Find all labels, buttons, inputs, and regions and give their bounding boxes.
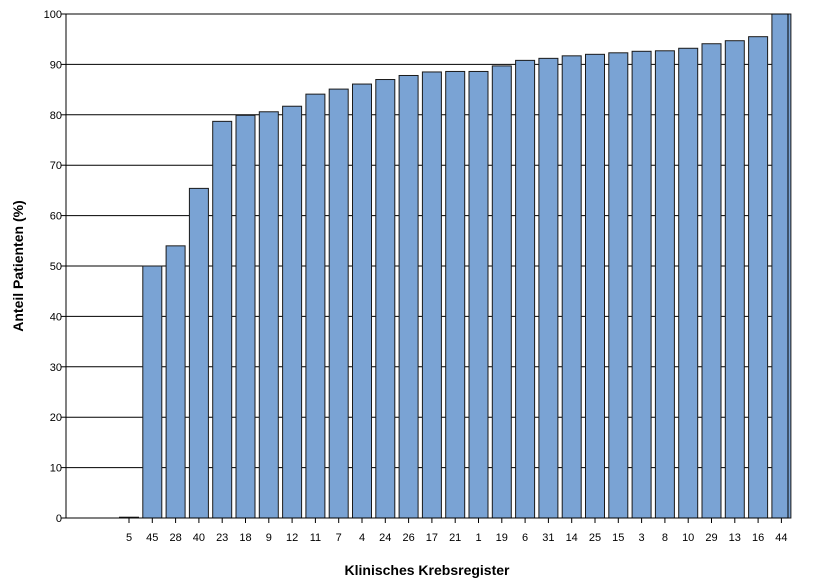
bar-4 xyxy=(352,83,372,519)
x-tick-label: 19 xyxy=(496,532,508,544)
bar-11 xyxy=(305,93,326,519)
y-tick-label: 30 xyxy=(50,362,62,374)
x-tick-label: 31 xyxy=(542,532,554,544)
x-tick-label: 10 xyxy=(682,532,694,544)
x-tick-label: 44 xyxy=(775,532,787,544)
x-tick-label: 14 xyxy=(566,532,578,544)
bar-18 xyxy=(235,114,256,519)
x-tick-label: 40 xyxy=(193,532,205,544)
y-tick-labels: 0 10 20 30 40 50 60 70 80 90 100 xyxy=(44,9,66,525)
bar-14 xyxy=(561,55,582,519)
bar-12 xyxy=(282,105,303,519)
bar-6 xyxy=(515,59,536,519)
x-tick-label: 18 xyxy=(239,532,251,544)
bar-10 xyxy=(678,47,699,519)
x-tick-label: 25 xyxy=(589,532,601,544)
bar-21 xyxy=(445,70,466,519)
bar-15 xyxy=(608,52,629,519)
bar-25 xyxy=(585,53,605,519)
y-tick-label: 70 xyxy=(50,160,62,172)
bar-40 xyxy=(188,187,209,519)
x-tick-label: 8 xyxy=(662,532,668,544)
y-tick-label: 50 xyxy=(50,261,62,273)
plot-frame xyxy=(65,13,789,519)
bar-3 xyxy=(631,50,652,519)
bar-13 xyxy=(724,40,745,519)
x-tick-label: 26 xyxy=(402,532,414,544)
x-tick-label: 5 xyxy=(126,532,132,544)
bar-1 xyxy=(468,70,489,519)
bars xyxy=(119,13,792,519)
y-tick-label: 10 xyxy=(50,463,62,475)
bar-26 xyxy=(398,74,419,519)
x-tick-label: 28 xyxy=(169,532,181,544)
y-axis-title: Anteil Patienten (%) xyxy=(10,200,26,331)
x-tick-label: 9 xyxy=(266,532,272,544)
x-tick-label: 1 xyxy=(475,532,481,544)
x-tick-label: 23 xyxy=(216,532,228,544)
x-tick-label: 21 xyxy=(449,532,461,544)
x-tick-label: 17 xyxy=(426,532,438,544)
bar-23 xyxy=(212,120,233,519)
x-tick-label: 12 xyxy=(286,532,298,544)
bar-19 xyxy=(491,65,512,519)
x-tick-label: 15 xyxy=(612,532,624,544)
y-tick-label: 100 xyxy=(44,9,62,21)
x-tick-labels: 5 45 28 40 23 18 9 12 11 7 4 24 26 17 21 1 19 6 31 14 25 15 3 8… xyxy=(126,518,788,544)
x-tick-label: 4 xyxy=(359,532,365,544)
bar-16 xyxy=(748,36,769,519)
y-tick-label: 40 xyxy=(50,311,62,323)
y-tick-label: 90 xyxy=(50,59,62,71)
x-tick-label: 16 xyxy=(752,532,764,544)
x-tick-label: 7 xyxy=(336,532,342,544)
bar-45 xyxy=(142,265,163,519)
bar-9 xyxy=(258,111,279,519)
x-tick-label: 13 xyxy=(729,532,741,544)
x-tick-label: 11 xyxy=(310,532,321,544)
x-tick-label: 6 xyxy=(522,532,528,544)
bar-24 xyxy=(375,79,396,519)
bar-28 xyxy=(165,245,186,519)
x-axis-title: Klinisches Krebsregister xyxy=(345,562,511,578)
bar-8 xyxy=(654,50,675,519)
y-tick-label: 0 xyxy=(56,513,62,525)
x-tick-label: 29 xyxy=(705,532,717,544)
bar-17 xyxy=(421,71,442,519)
y-tick-label: 60 xyxy=(50,211,62,223)
bar-31 xyxy=(538,57,559,519)
y-tick-label: 80 xyxy=(50,110,62,122)
bar-7 xyxy=(328,88,349,519)
y-tick-label: 20 xyxy=(50,412,62,424)
bar-29 xyxy=(701,43,722,519)
x-tick-label: 45 xyxy=(146,532,158,544)
x-tick-label: 24 xyxy=(379,532,391,544)
x-tick-label: 3 xyxy=(639,532,645,544)
